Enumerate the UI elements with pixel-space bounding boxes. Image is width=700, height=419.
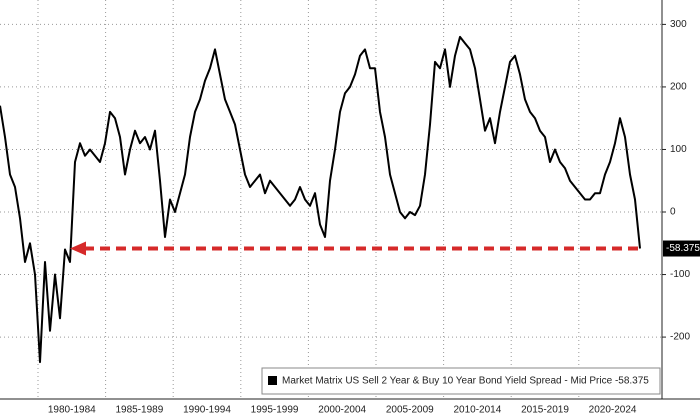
value-label-box [663,240,700,257]
y-tick-label: 0 [670,207,676,218]
series-line [0,35,641,364]
value-label: -58.375 [666,243,700,254]
legend-swatch [268,376,277,385]
y-tick-label: 300 [670,19,687,30]
x-tick-label: 2020-2024 [589,405,637,416]
x-tick-label: 1995-1999 [251,405,299,416]
x-tick-label: 2010-2014 [453,405,501,416]
y-tick-label: -200 [670,332,690,343]
x-tick-label: 2005-2009 [386,405,434,416]
x-tick-label: 2015-2019 [521,405,569,416]
x-tick-label: 1985-1989 [115,405,163,416]
y-tick-label: 100 [670,144,687,155]
x-tick-label: 2000-2004 [318,405,366,416]
y-tick-label: 200 [670,82,687,93]
y-tick-label: -100 [670,269,690,280]
x-tick-label: 1980-1984 [48,405,96,416]
legend-box [261,367,661,395]
arrow-head [70,241,86,256]
legend-label: Market Matrix US Sell 2 Year & Buy 10 Ye… [282,376,649,387]
x-tick-label: 1990-1994 [183,405,231,416]
